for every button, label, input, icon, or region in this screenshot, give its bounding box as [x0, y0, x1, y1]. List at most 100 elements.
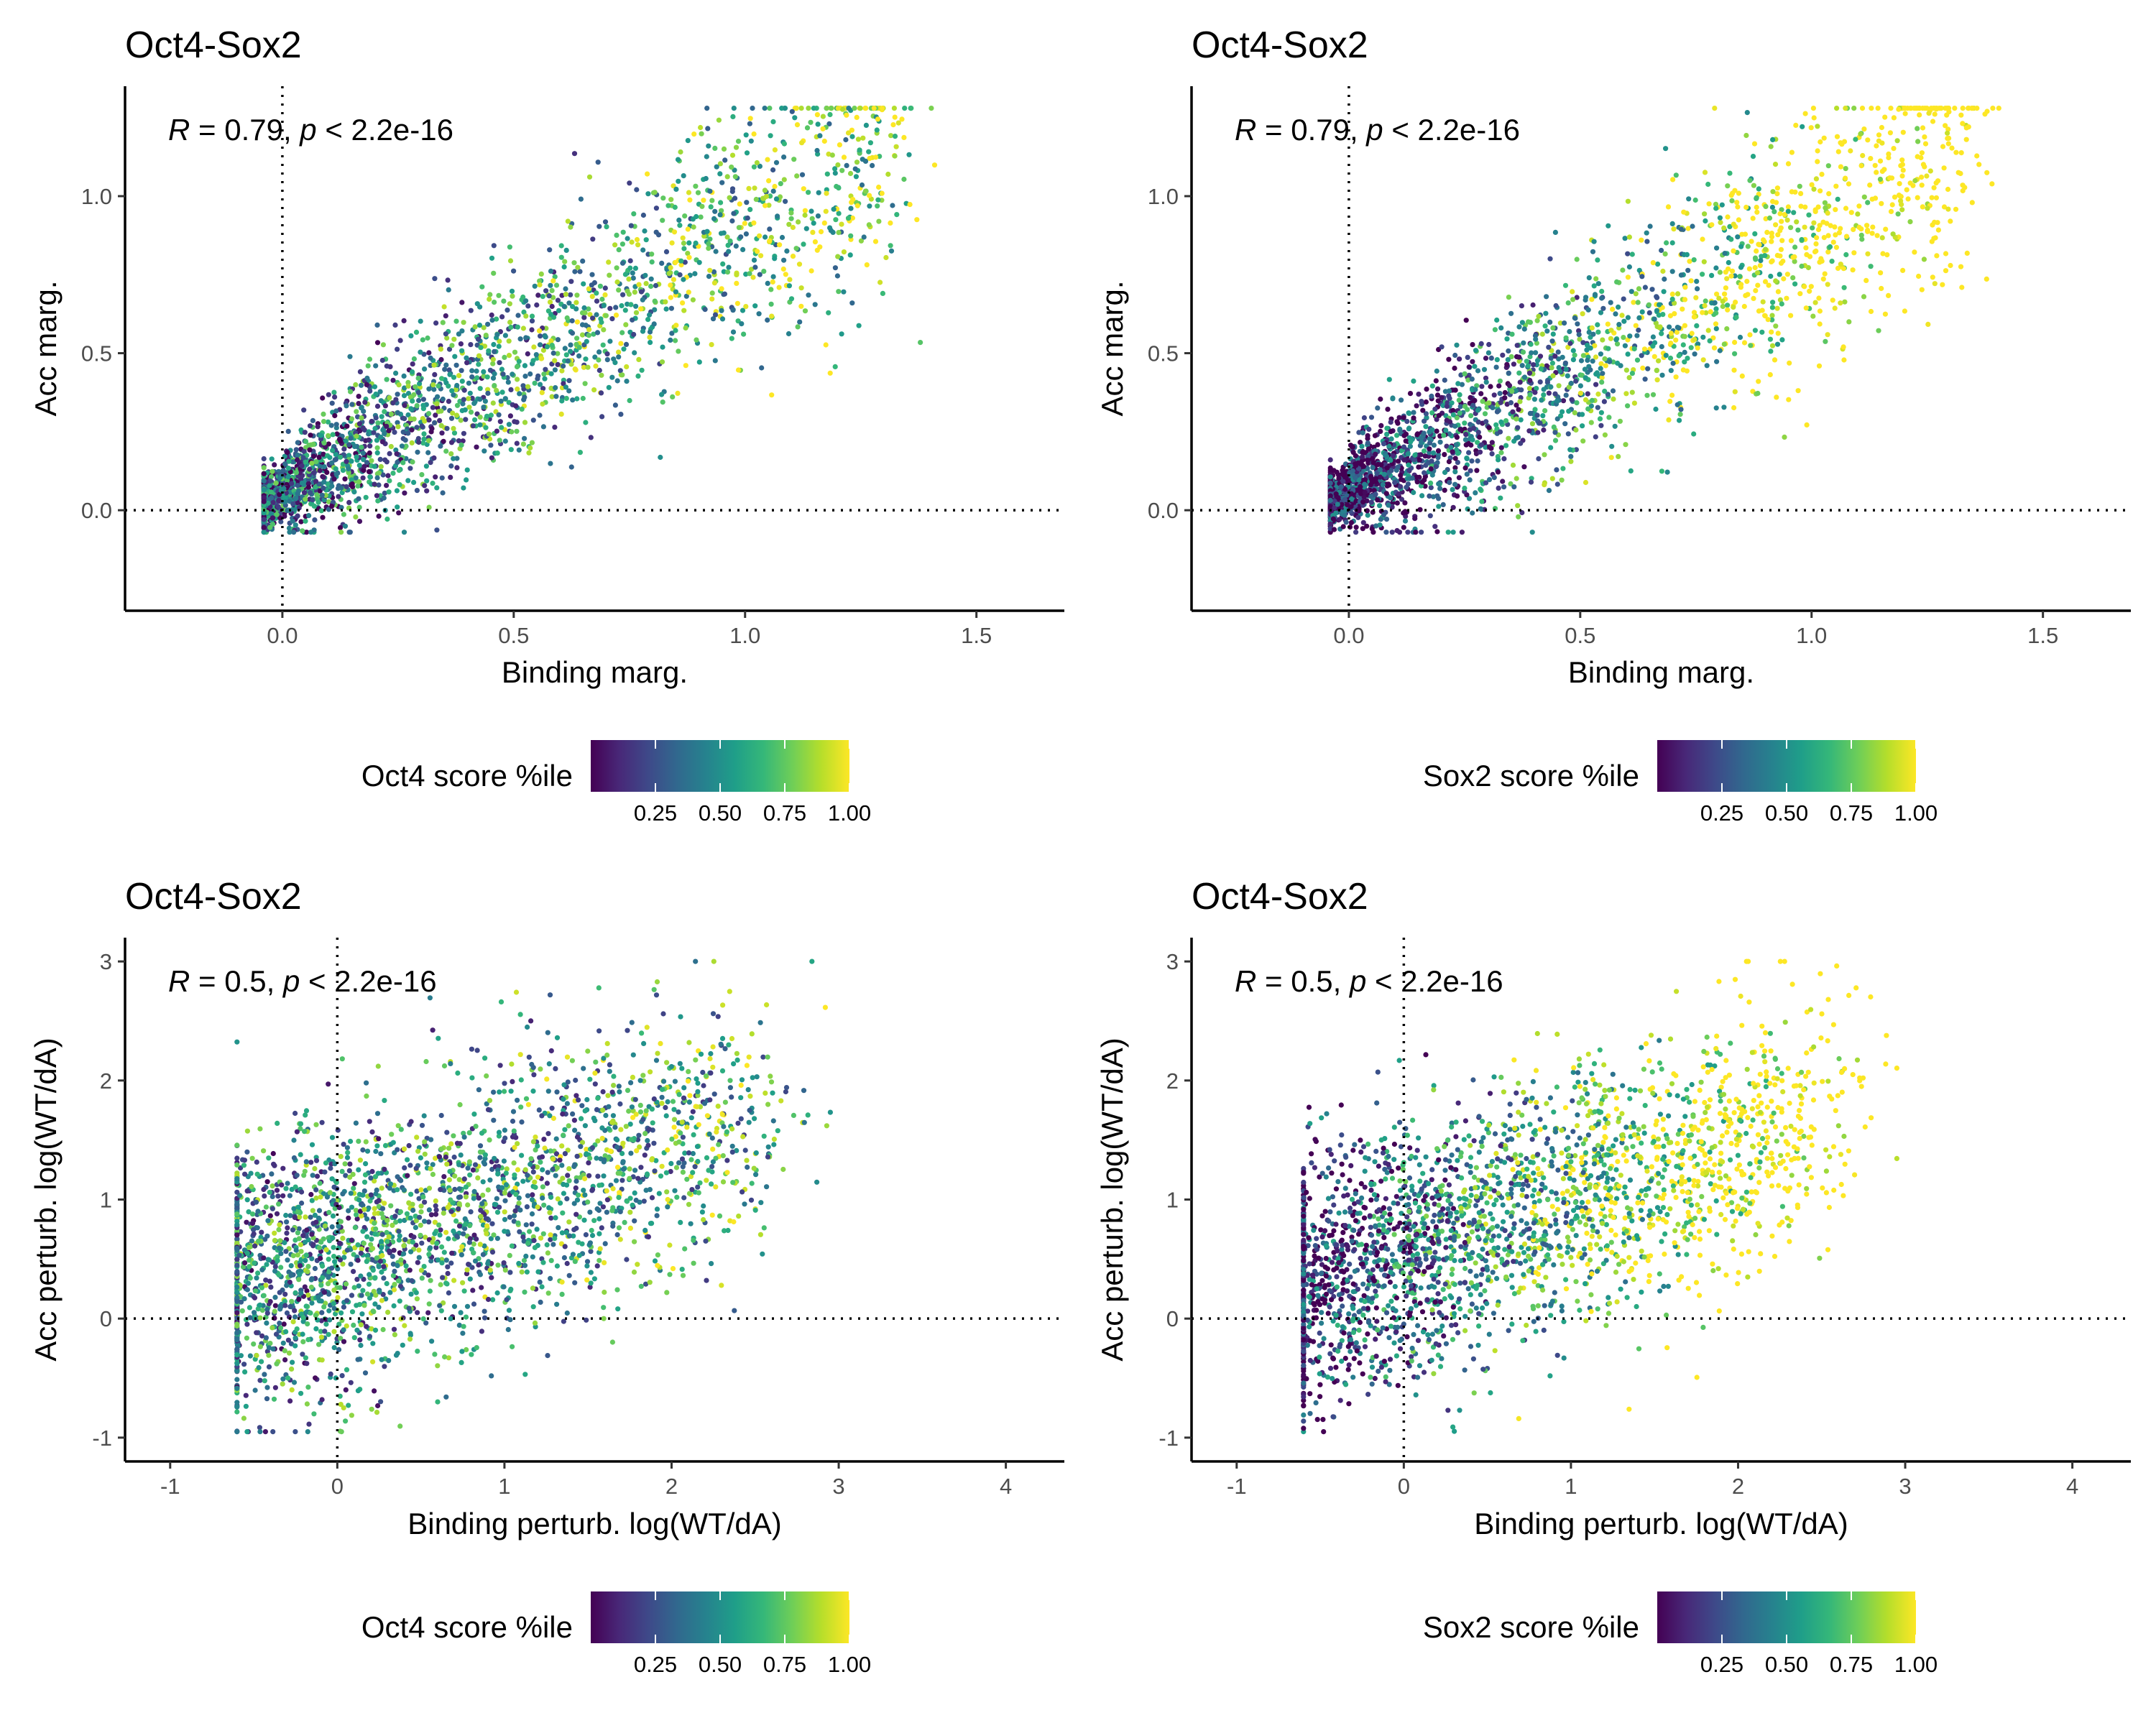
- scatter-point: [1464, 443, 1469, 448]
- scatter-point: [550, 278, 556, 283]
- scatter-point: [799, 285, 804, 290]
- scatter-point: [1953, 150, 1958, 155]
- scatter-point: [568, 292, 573, 297]
- scatter-point: [1752, 231, 1757, 236]
- scatter-point: [444, 426, 449, 431]
- scatter-point: [1886, 293, 1891, 298]
- scatter-point: [330, 401, 335, 406]
- scatter-point: [1554, 467, 1559, 472]
- scatter-point: [1682, 285, 1687, 290]
- scatter-point: [1686, 196, 1691, 201]
- scatter-point: [1892, 115, 1897, 120]
- scatter-point: [888, 243, 893, 248]
- scatter-point: [1726, 260, 1731, 265]
- scatter-point: [338, 530, 344, 535]
- scatter-point: [1964, 137, 1969, 142]
- scatter-point: [638, 306, 643, 311]
- scatter-point: [1406, 425, 1411, 430]
- scatter-point: [1915, 139, 1920, 144]
- scatter-point: [1362, 415, 1367, 420]
- scatter-point: [338, 525, 343, 530]
- scatter-point: [1922, 134, 1927, 139]
- scatter-point: [596, 349, 602, 354]
- scatter-point: [510, 371, 515, 376]
- scatter-point: [1713, 300, 1718, 305]
- scatter-point: [452, 430, 457, 435]
- scatter-point: [1529, 342, 1534, 347]
- scatter-point: [1655, 262, 1660, 267]
- scatter-point: [735, 301, 740, 306]
- scatter-point: [1788, 313, 1793, 318]
- scatter-point: [593, 364, 598, 369]
- scatter-point: [273, 481, 278, 486]
- scatter-point: [1606, 415, 1611, 420]
- scatter-point: [839, 168, 844, 173]
- scatter-point: [1478, 507, 1483, 512]
- scatter-point: [316, 500, 321, 505]
- scatter-point: [1498, 325, 1503, 331]
- scatter-point: [481, 405, 486, 410]
- scatter-point: [796, 324, 801, 329]
- scatter-point: [309, 461, 314, 466]
- scatter-point: [441, 490, 446, 495]
- scatter-point: [1725, 183, 1730, 188]
- scatter-point: [443, 313, 448, 318]
- scatter-point: [573, 300, 579, 305]
- scatter-point: [630, 270, 635, 275]
- scatter-point: [1920, 182, 1925, 188]
- scatter-point: [1479, 443, 1484, 448]
- scatter-point: [425, 450, 430, 455]
- scatter-point: [1406, 451, 1411, 456]
- scatter-point: [893, 115, 898, 120]
- scatter-point: [758, 253, 763, 258]
- scatter-point: [1496, 469, 1501, 474]
- scatter-point: [627, 266, 632, 271]
- scatter-point: [352, 444, 357, 449]
- scatter-point: [704, 106, 709, 111]
- scatter-point: [1399, 397, 1404, 402]
- scatter-point: [1685, 268, 1690, 273]
- scatter-point: [599, 297, 604, 302]
- scatter-point: [492, 383, 497, 388]
- scatter-point: [301, 407, 306, 412]
- scatter-point: [699, 215, 704, 220]
- scatter-point: [1598, 416, 1603, 421]
- scatter-point: [522, 436, 527, 441]
- scatter-point: [1834, 245, 1839, 250]
- scatter-point: [1452, 482, 1457, 487]
- scatter-point: [1373, 452, 1378, 457]
- scatter-point: [1814, 176, 1819, 181]
- scatter-point: [1600, 371, 1605, 376]
- scatter-point: [459, 368, 464, 373]
- scatter-point: [628, 302, 633, 307]
- scatter-point: [479, 285, 484, 290]
- scatter-point: [745, 150, 750, 155]
- scatter-point: [1659, 344, 1664, 349]
- scatter-point: [312, 504, 317, 509]
- scatter-point: [594, 312, 599, 317]
- scatter-point: [509, 447, 514, 452]
- scatter-point: [1565, 374, 1570, 379]
- scatter-point: [1956, 170, 1961, 175]
- scatter-point: [1353, 475, 1358, 480]
- scatter-point: [543, 334, 548, 339]
- scatter-point: [1833, 232, 1838, 237]
- scatter-point: [1922, 257, 1927, 262]
- scatter-point: [285, 450, 290, 455]
- scatter-point: [697, 260, 702, 265]
- scatter-point: [367, 356, 372, 361]
- scatter-point: [1586, 308, 1591, 313]
- scatter-point: [1395, 421, 1400, 426]
- scatter-point: [1414, 403, 1419, 408]
- scatter-point: [543, 367, 548, 372]
- scatter-point: [1682, 334, 1687, 339]
- scatter-point: [810, 230, 815, 235]
- scatter-point: [1774, 200, 1779, 205]
- scatter-point: [1961, 188, 1966, 193]
- scatter-point: [349, 458, 354, 463]
- scatter-point: [562, 304, 567, 309]
- scatter-point: [412, 356, 417, 361]
- scatter-point: [1422, 448, 1427, 453]
- scatter-point: [1810, 226, 1815, 231]
- scatter-point: [1510, 410, 1515, 415]
